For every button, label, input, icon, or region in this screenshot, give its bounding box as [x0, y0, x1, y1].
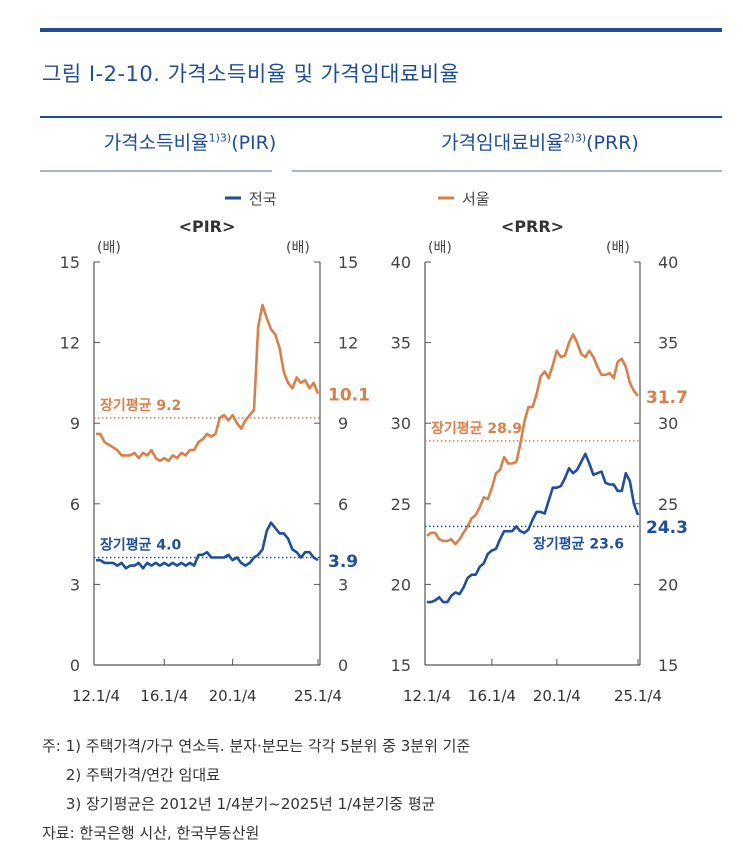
x-tick-label: 16.1/4 — [468, 687, 516, 705]
footnote-ref: 2)3) — [563, 131, 587, 145]
x-tick-label: 20.1/4 — [533, 687, 581, 705]
panel-title-prr: 가격임대료비율2)3)(PRR) — [390, 128, 690, 155]
y-tick-label-left: 15 — [60, 253, 80, 272]
x-tick-label: 25.1/4 — [614, 687, 662, 705]
panel-title-pir: 가격소득비율1)3)(PIR) — [40, 128, 340, 155]
chart-title: <PRR> — [501, 217, 564, 236]
panel-title-suffix: (PRR) — [586, 132, 639, 154]
y-unit-left: (배) — [428, 240, 452, 256]
national-series-line — [427, 452, 640, 604]
y-tick-label-right: 40 — [658, 253, 678, 272]
panel-title-suffix: (PIR) — [231, 132, 277, 154]
chart-title: <PIR> — [179, 217, 236, 236]
y-tick-label-left: 35 — [391, 334, 411, 353]
y-tick-label-left: 12 — [60, 334, 80, 353]
panel-rule-right — [292, 170, 722, 172]
y-unit-right: (배) — [606, 240, 630, 256]
y-unit-left: (배) — [97, 240, 121, 256]
national-end-value-label: 24.3 — [646, 518, 688, 538]
panel-rule-left — [40, 170, 272, 172]
footnote-1: 주: 1) 주택가격/가구 연소득. 분자·분모는 각각 5분위 중 3분위 기… — [42, 737, 471, 755]
y-tick-label-right: 30 — [658, 414, 678, 433]
y-tick-label-left: 3 — [70, 575, 80, 594]
prr-chart: 서울 <PRR> (배) (배) 15 15 20 20 25 25 30 30 35 35 40 40 12.… — [391, 190, 688, 705]
legend-label: 전국 — [249, 190, 277, 208]
y-tick-label-left: 30 — [391, 414, 411, 433]
national-end-value-label: 3.9 — [328, 552, 358, 572]
y-tick-label-left: 25 — [391, 495, 411, 514]
y-tick-label-left: 40 — [391, 253, 411, 272]
seoul-average-label: 장기평균 9.2 — [100, 397, 181, 414]
y-tick-label-right: 9 — [338, 414, 348, 433]
y-tick-label-right: 25 — [658, 495, 678, 514]
y-tick-label-left: 0 — [70, 656, 80, 675]
footnote-2: 2) 주택가격/연간 임대료 — [42, 766, 221, 784]
seoul-end-value-label: 31.7 — [646, 388, 688, 408]
y-tick-label-right: 3 — [338, 575, 348, 594]
x-tick-label: 20.1/4 — [209, 687, 257, 705]
y-tick-label-right: 0 — [338, 656, 348, 675]
national-series-line — [96, 521, 319, 570]
y-tick-label-left: 6 — [70, 495, 80, 514]
y-tick-label-right: 15 — [658, 656, 678, 675]
y-tick-label-right: 12 — [338, 334, 358, 353]
seoul-average-label: 장기평균 28.9 — [431, 420, 522, 437]
pir-chart: 전국 <PIR> (배) (배) 0 0 3 3 6 6 9 9 12 12 15 15 12.1/4 16.1/… — [60, 190, 370, 705]
top-rule — [40, 28, 722, 32]
seoul-series-line — [96, 303, 320, 463]
y-tick-label-left: 20 — [391, 575, 411, 594]
y-tick-label-right: 6 — [338, 495, 348, 514]
x-tick-label: 16.1/4 — [140, 687, 188, 705]
panel-title-main: 가격소득비율 — [103, 132, 209, 154]
y-unit-right: (배) — [286, 240, 310, 256]
x-tick-label: 25.1/4 — [294, 687, 342, 705]
source-note: 자료: 한국은행 시산, 한국부동산원 — [42, 824, 260, 842]
footnote-3: 3) 장기평균은 2012년 1/4분기~2025년 1/4분기중 평균 — [42, 795, 436, 813]
x-tick-label: 12.1/4 — [403, 687, 451, 705]
y-tick-label-right: 35 — [658, 334, 678, 353]
title-rule — [40, 116, 722, 118]
panel-title-main: 가격임대료비율 — [441, 132, 564, 154]
footnote-ref: 1)3) — [208, 131, 232, 145]
y-tick-label-right: 20 — [658, 575, 678, 594]
seoul-end-value-label: 10.1 — [328, 386, 370, 406]
x-tick-label: 12.1/4 — [72, 687, 120, 705]
legend-label: 서울 — [462, 190, 490, 208]
y-tick-label-left: 9 — [70, 414, 80, 433]
y-tick-label-left: 15 — [391, 656, 411, 675]
national-average-label: 장기평균 23.6 — [533, 535, 624, 552]
seoul-series-line — [426, 333, 639, 546]
y-tick-label-right: 15 — [338, 253, 358, 272]
figure-title: 그림 Ⅰ-2-10. 가격소득비율 및 가격임대료비율 — [42, 62, 460, 86]
national-average-label: 장기평균 4.0 — [100, 537, 181, 554]
